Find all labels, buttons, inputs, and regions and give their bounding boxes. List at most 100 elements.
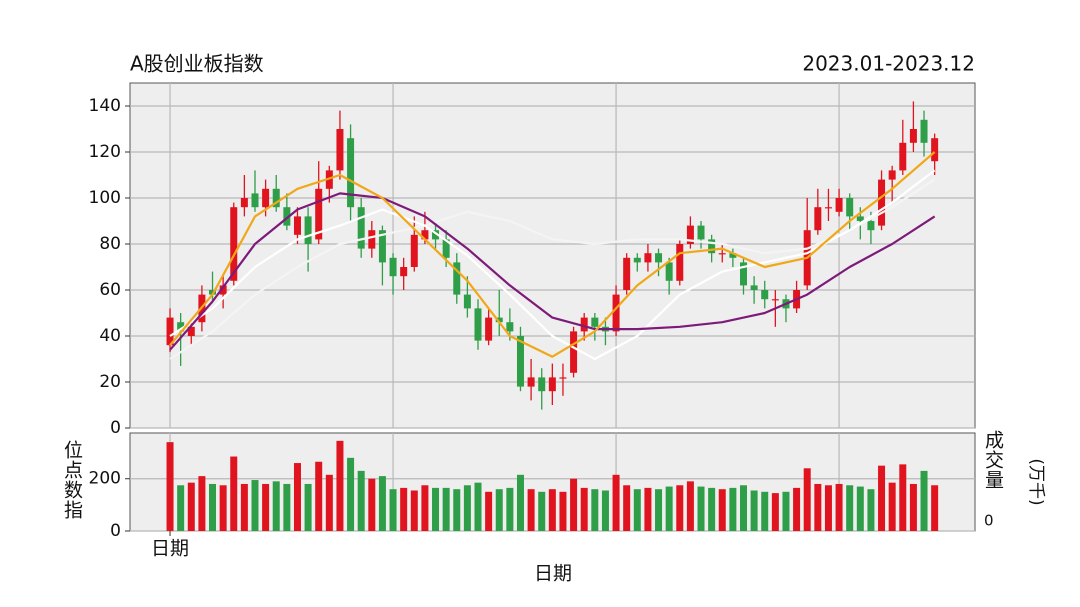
candle-body <box>463 294 471 309</box>
y-tick-label: 40 <box>99 326 121 346</box>
candle-body <box>410 234 418 267</box>
volume-bar <box>782 491 790 531</box>
volume-bar <box>920 470 928 531</box>
y-tick-label: 100 <box>89 188 121 208</box>
candle-body <box>262 188 270 208</box>
candle-body <box>665 262 673 281</box>
volume-bar <box>708 487 716 531</box>
volume-bar <box>177 485 185 531</box>
candle-body <box>453 262 461 295</box>
volume-bar <box>633 489 641 531</box>
candle-body <box>506 322 514 332</box>
candle-body <box>686 225 694 244</box>
volume-bar <box>516 474 524 531</box>
volume-bar <box>378 476 386 531</box>
candle-body <box>357 207 365 249</box>
candle-body <box>485 317 493 341</box>
volume-bar <box>410 490 418 531</box>
moving-average-line <box>169 178 936 360</box>
volume-bar <box>442 487 450 531</box>
y-tick-label: 20 <box>99 372 121 392</box>
candle-body <box>304 216 312 244</box>
candle-body <box>644 253 652 263</box>
y-tick-label: 60 <box>99 280 121 300</box>
candle-body <box>888 170 896 180</box>
moving-average-line <box>169 151 936 358</box>
volume-bar <box>793 487 801 531</box>
volume-bar <box>474 482 482 531</box>
volume-y2-tick-label: 0 <box>984 512 994 530</box>
volume-bar <box>601 490 609 531</box>
candle-body <box>623 257 631 290</box>
moving-average-line <box>169 169 936 361</box>
volume-bar <box>400 487 408 531</box>
candle-body <box>633 257 641 263</box>
candle-body <box>750 285 758 290</box>
candle-body <box>378 230 386 263</box>
volume-bar <box>559 491 567 531</box>
candle-body <box>718 253 726 255</box>
volume-bar <box>856 486 864 531</box>
volume-bar <box>240 483 248 531</box>
volume-bar <box>835 483 843 531</box>
candle-body <box>570 331 578 373</box>
volume-bar <box>718 489 726 531</box>
candle-body <box>538 377 546 392</box>
candle-body <box>676 244 684 281</box>
volume-bar <box>644 487 652 531</box>
candle-body <box>899 142 907 171</box>
candle-body <box>368 230 376 249</box>
volume-bar <box>272 481 280 531</box>
volume-bar <box>463 485 471 531</box>
candle-body <box>400 267 408 277</box>
volume-bar <box>750 490 758 531</box>
volume-bar <box>432 487 440 531</box>
volume-bar <box>697 486 705 531</box>
volume-bar <box>803 468 811 531</box>
volume-bar <box>506 487 514 531</box>
volume-bar <box>357 470 365 531</box>
volume-bar <box>495 489 503 531</box>
candle-body <box>177 322 185 332</box>
volume-bar <box>612 474 620 531</box>
y-tick-label: 0 <box>110 418 121 438</box>
candle-body <box>548 377 556 392</box>
volume-bar <box>867 489 875 531</box>
volume-bar <box>389 489 397 531</box>
candle-body <box>251 193 259 208</box>
candle-body <box>920 119 928 143</box>
volume-bar <box>421 485 429 531</box>
volume-bar <box>878 465 886 531</box>
candle-body <box>835 198 843 212</box>
candle-body <box>516 336 524 387</box>
candle-body <box>761 290 769 300</box>
candle-body <box>336 129 344 171</box>
candle-body <box>878 179 886 226</box>
volume-bar <box>729 487 737 531</box>
volume-bar <box>548 489 556 531</box>
candle-body <box>867 221 875 231</box>
volume-bar <box>368 478 376 531</box>
candle-body <box>655 253 663 263</box>
candle-body <box>909 129 917 143</box>
volume-bar <box>739 485 747 531</box>
volume-bar <box>283 483 291 531</box>
candle-body <box>856 216 864 221</box>
volume-bar <box>623 485 631 531</box>
y-axis-label: 位点数指 <box>61 440 83 520</box>
volume-axis-label: 成交量 <box>982 430 1004 490</box>
volume-bar <box>187 482 195 531</box>
volume-bar <box>931 485 939 531</box>
volume-bar <box>347 457 355 531</box>
candle-body <box>495 317 503 323</box>
candle-body <box>931 138 939 162</box>
candle-body <box>771 299 779 301</box>
volume-bar <box>761 491 769 531</box>
volume-bar <box>538 491 546 531</box>
volume-bar <box>485 491 493 531</box>
volume-bar <box>846 485 854 531</box>
candle-body <box>697 225 705 240</box>
candle-body <box>591 317 599 327</box>
volume-bar <box>888 482 896 531</box>
